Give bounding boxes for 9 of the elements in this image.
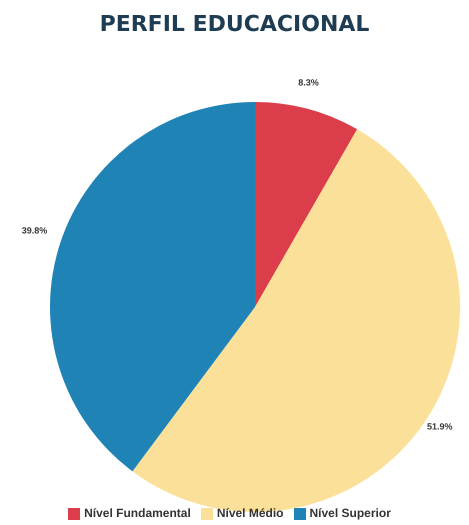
data-label: 51.9% [426, 422, 452, 432]
data-label: 8.3% [298, 78, 319, 88]
legend-label: Nível Fundamental [84, 506, 191, 520]
pie-slice [50, 102, 255, 472]
data-label: 39.8% [22, 226, 48, 236]
legend-label: Nível Superior [310, 506, 391, 520]
pie-slice [255, 102, 358, 307]
legend-label: Nível Médio [216, 506, 284, 520]
chart-title: PERFIL EDUCACIONAL [98, 12, 370, 37]
